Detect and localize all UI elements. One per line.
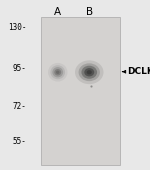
Ellipse shape — [87, 70, 92, 74]
Text: DCLK1: DCLK1 — [127, 67, 150, 76]
Text: B: B — [86, 7, 94, 17]
Text: 72-: 72- — [12, 102, 26, 111]
Ellipse shape — [54, 69, 61, 75]
Text: 55-: 55- — [12, 138, 26, 146]
Text: 130-: 130- — [8, 23, 26, 32]
Ellipse shape — [84, 68, 94, 76]
Ellipse shape — [52, 67, 63, 77]
Ellipse shape — [81, 66, 97, 79]
Ellipse shape — [79, 63, 100, 81]
Ellipse shape — [56, 71, 60, 74]
Text: A: A — [53, 7, 61, 17]
Bar — [40, 17, 120, 165]
Ellipse shape — [48, 63, 68, 82]
Text: 95-: 95- — [12, 64, 26, 73]
Ellipse shape — [75, 60, 104, 84]
Ellipse shape — [50, 65, 65, 79]
